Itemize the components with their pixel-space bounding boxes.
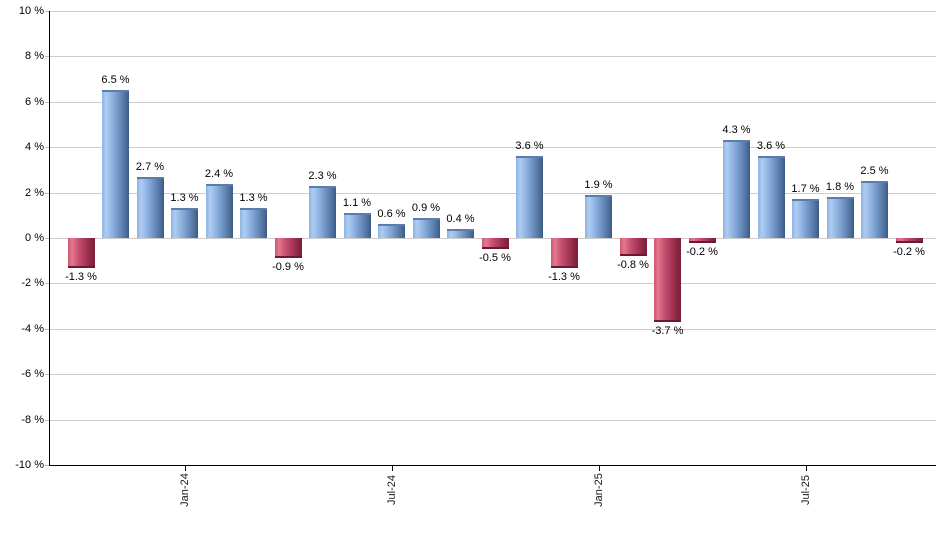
bar-value-label: -0.2 %	[893, 245, 925, 258]
y-tick-mark	[45, 147, 49, 149]
bar-Apr-24	[274, 238, 302, 259]
bar-May-24	[309, 185, 336, 238]
gridline	[49, 11, 936, 12]
y-tick-mark	[45, 11, 49, 12]
bar-Feb-25	[619, 238, 647, 257]
bar-value-label: 6.5 %	[101, 74, 130, 87]
bar-value-label: 2.3 %	[308, 169, 337, 182]
bar-Aug-25	[826, 197, 854, 238]
bar-Dec-23	[136, 176, 164, 238]
bar-Oct-23	[67, 238, 95, 268]
y-tick-label: 8 %	[25, 50, 44, 63]
bar-value-label: 1.3 %	[239, 192, 268, 205]
bar-value-label: -0.8 %	[617, 259, 649, 272]
x-tick-label: Jan-24	[178, 473, 191, 507]
x-tick-label: Jul-25	[799, 475, 812, 505]
y-tick-mark	[45, 192, 49, 194]
bar-Oct-25	[895, 238, 923, 243]
bar-Jun-24	[343, 213, 371, 238]
bar-value-label: -0.2 %	[686, 245, 718, 258]
bar-Apr-25	[688, 238, 716, 243]
y-tick-label: -8 %	[21, 413, 44, 426]
gridline	[49, 192, 936, 194]
gridline	[49, 419, 936, 421]
x-tick-mark	[184, 465, 186, 471]
gridline	[49, 101, 936, 103]
x-tick-label: Jan-25	[592, 473, 605, 507]
bar-value-label: 1.3 %	[170, 192, 199, 205]
bar-Feb-24	[205, 183, 233, 238]
bar-value-label: 0.6 %	[377, 208, 406, 221]
gridline	[49, 374, 936, 376]
bar-Aug-24	[412, 217, 440, 238]
gridline	[49, 147, 936, 149]
bar-Jul-25	[792, 199, 819, 238]
bar-value-label: 1.8 %	[825, 181, 855, 194]
bar-value-label: 2.5 %	[860, 165, 889, 178]
y-tick-label: 0 %	[25, 232, 44, 244]
bar-Nov-24	[516, 156, 543, 238]
bar-value-label: 2.7 %	[135, 160, 165, 173]
bar-value-label: -3.7 %	[651, 324, 684, 337]
bar-value-label: 0.4 %	[446, 212, 475, 225]
y-tick-label: 4 %	[25, 141, 44, 154]
y-tick-label: -4 %	[21, 322, 44, 335]
bar-May-25	[723, 140, 750, 238]
bar-value-label: -1.3 %	[65, 270, 97, 283]
y-tick-label: 6 %	[25, 95, 44, 108]
y-tick-label: 10 %	[18, 5, 44, 17]
bar-value-label: 0.9 %	[411, 201, 441, 214]
gridline	[49, 56, 936, 58]
y-tick-mark	[45, 465, 49, 466]
x-tick-label: Jul-24	[385, 475, 398, 505]
bar-value-label: 1.9 %	[584, 178, 613, 191]
y-tick-mark	[45, 374, 49, 376]
x-tick-mark	[805, 465, 807, 471]
bar-Nov-23	[102, 90, 129, 238]
bar-Sep-25	[861, 181, 888, 238]
y-axis-line	[49, 11, 50, 466]
plot-area: -1.3 % 6.5 % 2.7 % 1.3 % 2.4 % 1.3 % -0.9 % 2.3…	[49, 11, 936, 465]
bar-value-label: 3.6 %	[756, 140, 786, 153]
bar-value-label: -0.5 %	[479, 252, 511, 265]
bar-value-label: 4.3 %	[722, 124, 751, 137]
y-tick-mark	[45, 101, 49, 103]
x-axis-line	[49, 465, 936, 466]
x-tick-mark	[598, 465, 600, 471]
gridline	[49, 328, 936, 330]
bar-Jan-25	[585, 194, 612, 238]
bar-Jan-24	[171, 208, 198, 238]
y-tick-label: -6 %	[21, 368, 44, 381]
gridline	[49, 283, 936, 285]
y-tick-label: -10 %	[15, 459, 44, 471]
bar-Jun-25	[757, 156, 785, 238]
y-tick-mark	[45, 56, 49, 58]
bar-Mar-25	[654, 238, 681, 322]
y-tick-label: 2 %	[25, 186, 44, 199]
bar-value-label: -1.3 %	[548, 270, 580, 283]
bar-Mar-24	[240, 208, 267, 238]
bar-value-label: 1.1 %	[342, 197, 372, 210]
y-tick-mark	[45, 419, 49, 421]
y-tick-mark	[45, 238, 49, 239]
bar-Sep-24	[447, 228, 474, 238]
bar-value-label: 1.7 %	[791, 183, 820, 196]
y-tick-mark	[45, 283, 49, 285]
bar-Dec-24	[550, 238, 578, 268]
bar-Jul-24	[378, 224, 405, 238]
bar-Oct-24	[481, 238, 509, 250]
x-tick-mark	[391, 465, 393, 471]
bar-value-label: 2.4 %	[204, 167, 234, 180]
y-tick-label: -2 %	[21, 277, 44, 290]
bar-value-label: -0.9 %	[272, 261, 304, 274]
bar-value-label: 3.6 %	[515, 140, 544, 153]
y-tick-mark	[45, 328, 49, 330]
